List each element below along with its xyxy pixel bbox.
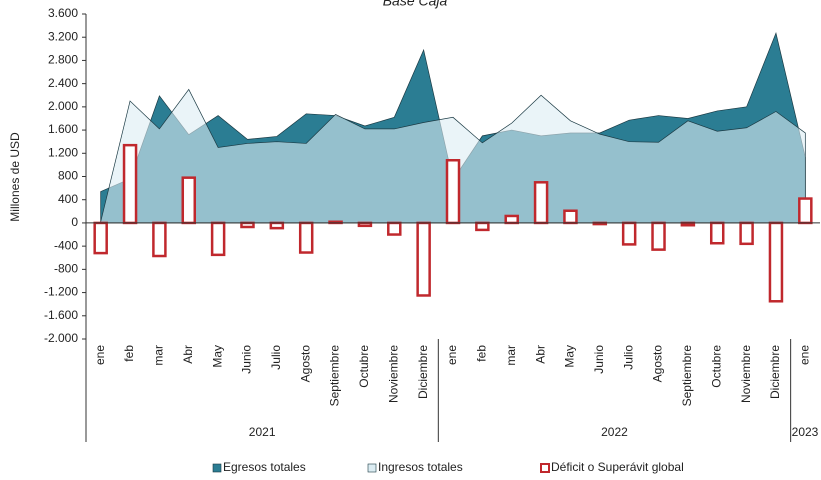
x-tick-label: mar xyxy=(504,345,518,366)
bar xyxy=(563,209,578,225)
bar xyxy=(122,143,138,225)
area xyxy=(100,88,806,224)
bar xyxy=(739,221,754,246)
x-tick-label: Junio xyxy=(592,345,606,374)
y-tick-label: -800 xyxy=(54,262,78,276)
x-tick-label: ene xyxy=(797,345,811,365)
x-tick-label: Abr xyxy=(533,345,547,364)
legend-swatch xyxy=(540,463,550,473)
bar xyxy=(445,159,461,225)
bar xyxy=(240,221,255,229)
y-tick-label: -1.200 xyxy=(44,285,78,299)
y-tick-label: 400 xyxy=(58,192,78,206)
bar xyxy=(621,221,637,246)
bar xyxy=(298,221,314,254)
bar xyxy=(93,221,108,255)
year-label: 2022 xyxy=(601,425,628,439)
y-tick-label: -1.600 xyxy=(44,308,78,322)
x-tick-label: Octubre xyxy=(357,345,371,388)
bar xyxy=(387,221,402,236)
bar xyxy=(181,176,197,225)
y-tick-label: 0 xyxy=(71,215,78,229)
bar xyxy=(475,221,490,232)
legend-label: Ingresos totales xyxy=(378,460,463,474)
legend-swatch xyxy=(367,463,377,473)
y-tick-label: 3.200 xyxy=(48,29,78,43)
x-tick-label: Septiembre xyxy=(680,345,694,407)
bar xyxy=(152,221,167,258)
y-tick-label: 1.200 xyxy=(48,145,78,159)
y-tick-label: 1.600 xyxy=(48,122,78,136)
x-tick-label: Diciembre xyxy=(416,345,430,399)
x-tick-label: Octubre xyxy=(709,345,723,388)
y-tick-label: 2.000 xyxy=(48,99,78,113)
bar xyxy=(768,221,784,303)
year-label: 2021 xyxy=(249,425,276,439)
bar xyxy=(416,221,431,297)
y-tick-label: 800 xyxy=(58,169,78,183)
x-tick-label: ene xyxy=(445,345,459,365)
bar xyxy=(533,181,549,225)
x-tick-label: Diciembre xyxy=(768,345,782,399)
y-tick-label: 2.800 xyxy=(48,53,78,67)
x-tick-label: mar xyxy=(152,345,166,366)
bar xyxy=(798,197,813,225)
x-tick-label: feb xyxy=(475,345,489,362)
year-label: 2023 xyxy=(792,425,819,439)
x-tick-label: May xyxy=(210,345,224,368)
bar xyxy=(210,221,226,257)
bar xyxy=(651,221,666,251)
x-tick-label: Noviembre xyxy=(386,345,400,403)
x-tick-label: ene xyxy=(93,345,107,365)
x-tick-label: Julio xyxy=(269,345,283,370)
x-tick-label: Agosto xyxy=(651,345,665,383)
x-tick-label: feb xyxy=(122,345,136,362)
x-tick-label: Noviembre xyxy=(739,345,753,403)
x-tick-label: Agosto xyxy=(298,345,312,383)
y-axis-title: Millones de USD xyxy=(8,132,22,222)
bar xyxy=(709,221,725,245)
y-tick-label: 2.400 xyxy=(48,76,78,90)
legend-label: Egresos totales xyxy=(223,460,306,474)
x-tick-label: Abr xyxy=(181,345,195,364)
y-tick-label: -400 xyxy=(54,238,78,252)
x-tick-label: May xyxy=(563,345,577,368)
x-tick-label: Julio xyxy=(621,345,635,370)
x-tick-label: Junio xyxy=(240,345,254,374)
legend-label: Déficit o Superávit global xyxy=(551,460,684,474)
bar xyxy=(269,221,285,230)
y-tick-label: 3.600 xyxy=(48,6,78,20)
legend-swatch xyxy=(212,463,222,473)
x-tick-label: Septiembre xyxy=(328,345,342,407)
chart-title: Base Caja xyxy=(383,0,448,9)
y-tick-label: -2.000 xyxy=(44,331,78,345)
bar xyxy=(504,214,519,225)
